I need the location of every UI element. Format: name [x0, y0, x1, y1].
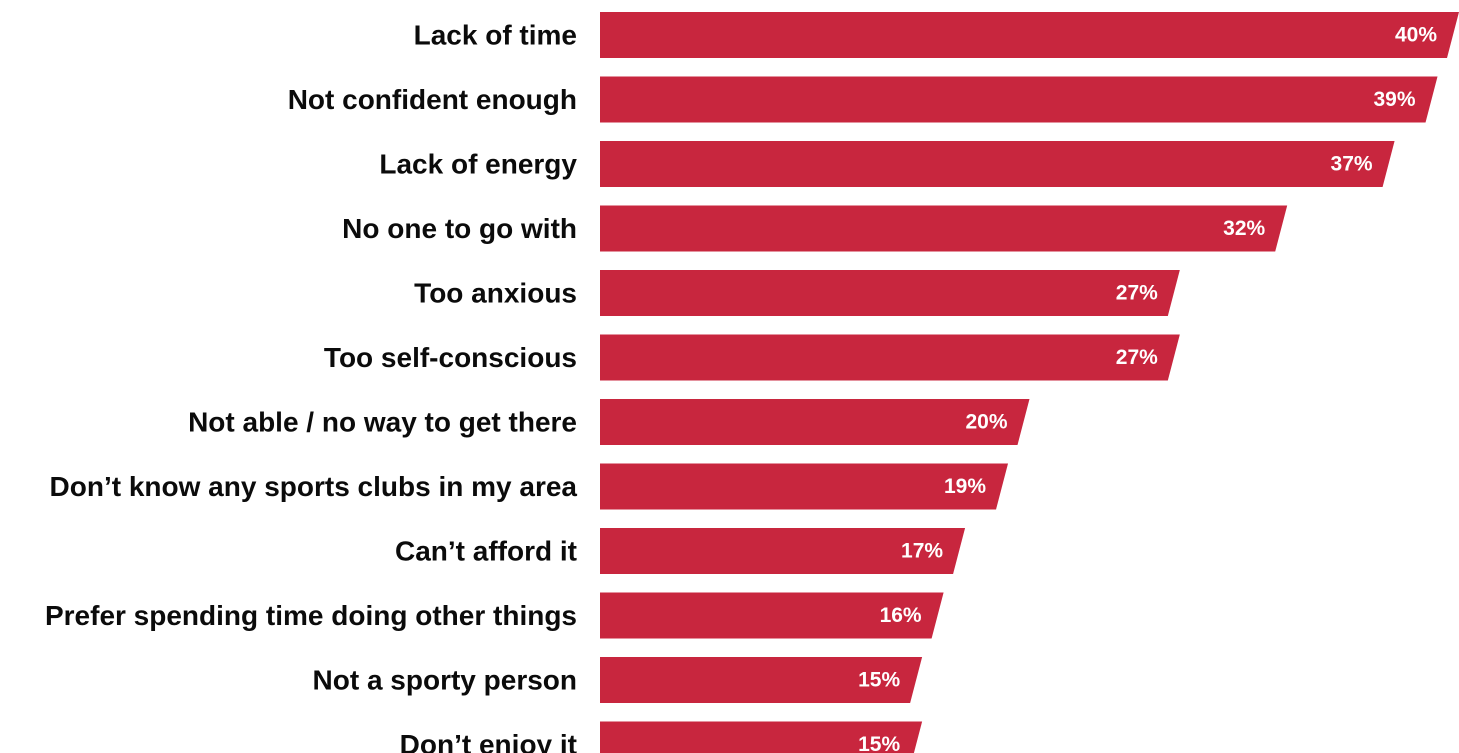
category-label: Don’t enjoy it: [400, 729, 577, 753]
category-label: Not a sporty person: [313, 665, 577, 696]
data-label: 19%: [944, 475, 986, 498]
category-label: Lack of energy: [379, 149, 577, 180]
bar: [600, 528, 966, 574]
category-label: Don’t know any sports clubs in my area: [50, 471, 578, 502]
bar: [600, 334, 1180, 381]
data-label: 39%: [1373, 88, 1415, 111]
category-label: No one to go with: [342, 213, 577, 244]
bar: [600, 141, 1395, 187]
bar: [600, 721, 923, 753]
data-label: 15%: [858, 669, 900, 692]
bar: [600, 76, 1438, 123]
data-label: 15%: [858, 733, 900, 753]
bar: [600, 463, 1009, 510]
category-label: Too self-conscious: [324, 342, 577, 373]
bar: [600, 399, 1030, 445]
bar: [600, 205, 1288, 252]
data-label: 17%: [901, 540, 943, 563]
category-label: Not able / no way to get there: [188, 407, 577, 438]
data-label: 27%: [1116, 346, 1158, 369]
bar: [600, 12, 1459, 58]
data-label: 16%: [880, 604, 922, 627]
category-label: Not confident enough: [288, 84, 577, 115]
data-label: 20%: [965, 411, 1007, 434]
bar: [600, 270, 1180, 316]
category-label: Lack of time: [414, 20, 577, 51]
bar: [600, 657, 923, 703]
data-label: 37%: [1331, 153, 1373, 176]
data-label: 40%: [1395, 24, 1437, 47]
bar: [600, 592, 944, 639]
data-label: 27%: [1116, 282, 1158, 305]
category-label: Can’t afford it: [395, 536, 577, 567]
category-label: Prefer spending time doing other things: [45, 600, 577, 631]
category-label: Too anxious: [414, 278, 577, 309]
data-label: 32%: [1223, 217, 1265, 240]
